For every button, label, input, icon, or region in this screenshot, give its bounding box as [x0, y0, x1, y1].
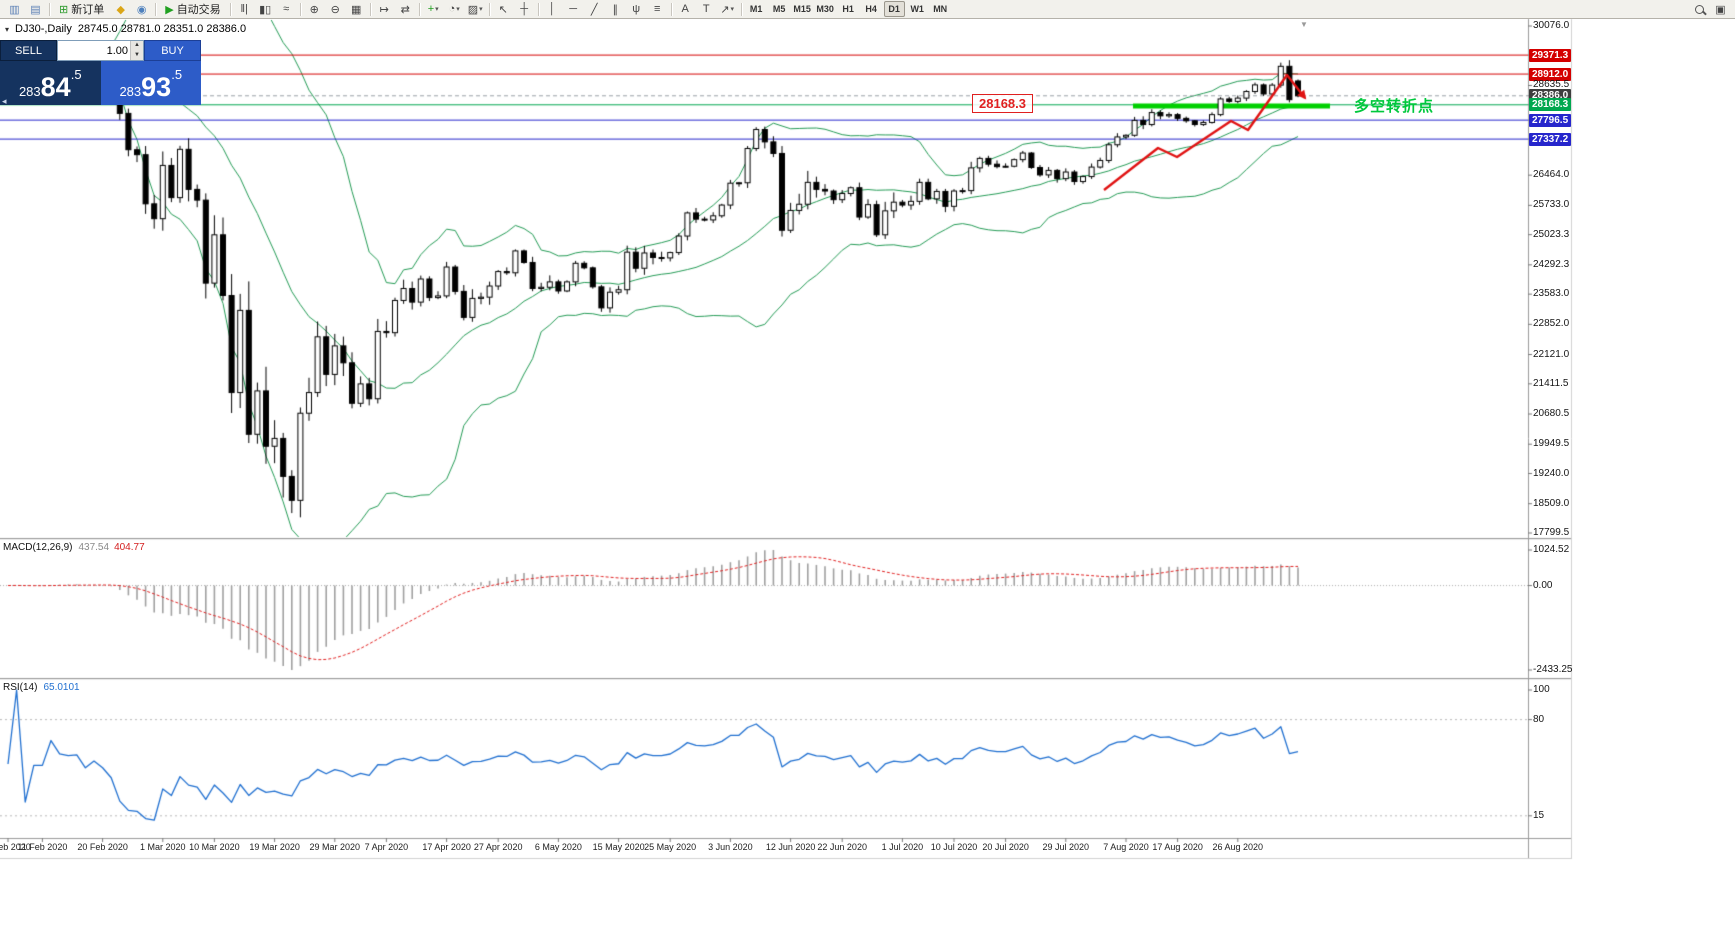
templates-button[interactable]: ▨ ▾	[467, 3, 483, 16]
cursor-icon[interactable]: ↖	[498, 3, 508, 16]
volume-input[interactable]	[58, 41, 130, 60]
indicators-button[interactable]: + ▾	[427, 3, 439, 15]
price-annotation[interactable]: 28168.3	[972, 94, 1033, 113]
trendline-icon[interactable]: ╱	[590, 3, 598, 16]
metaeditor-icon[interactable]: ◆	[116, 3, 125, 16]
volume-spinner: ▲ ▼	[130, 41, 143, 60]
toolbar-separator	[537, 2, 539, 16]
macd-signal-value: 404.77	[114, 542, 145, 553]
text-icon[interactable]: A	[681, 3, 689, 15]
timeframe-w1-button[interactable]: W1	[910, 4, 924, 14]
crosshair-icon[interactable]: ┼	[520, 3, 529, 15]
search-glyph	[1695, 4, 1704, 14]
ohlc-values: 28745.0 28781.0 28351.0 28386.0	[77, 23, 247, 35]
tile-windows-icon[interactable]: ▦	[350, 3, 362, 16]
timeframe-m30-button[interactable]: M30	[816, 4, 834, 14]
fibonacci-icon[interactable]: ≡	[653, 3, 661, 15]
chart-shift-marker: ▼	[1300, 20, 1308, 29]
arrows-icon-caret-icon: ▾	[730, 6, 735, 13]
timeframe-m5-button[interactable]: M5	[772, 4, 786, 14]
rsi-label: RSI(14) 65.0101	[3, 682, 80, 693]
toolbar-separator	[670, 2, 672, 16]
horizontal-line-icon[interactable]: ─	[569, 3, 578, 15]
symbol-period: DJ30-,Daily	[15, 23, 72, 35]
vertical-line-icon[interactable]: │	[548, 3, 556, 15]
price-axis[interactable]	[1528, 19, 1572, 858]
zoom-out-icon[interactable]: ⊖	[330, 3, 340, 16]
chart-windows-icon[interactable]: ▣	[1715, 3, 1726, 16]
auto-scroll-icon[interactable]: ↦	[379, 3, 389, 16]
toolbar-separator	[369, 2, 371, 16]
timeframe-m1-button[interactable]: M1	[749, 4, 763, 14]
pivot-label[interactable]: 多空转折点	[1354, 98, 1435, 115]
toolbar: ▥ ▤ ⊞ 新订单 ◆ ◉ ▶ 自动交易 ‖| ▮▯ ≈ ⊕ ⊖ ▦ ↦ ⇄ + ▾ ◔ ▾ ▨ ▾ ↖ ┼ │ ─ ╱ ∥ ψ ≡ A T ↗…	[0, 0, 1735, 19]
time-axis[interactable]	[0, 838, 1528, 858]
bar-chart-icon[interactable]: ‖|	[240, 3, 248, 15]
timeframe-h1-button[interactable]: H1	[842, 4, 854, 14]
buy-price-prefix: 283	[119, 84, 142, 99]
search-icon[interactable]	[1689, 1, 1710, 18]
macd-main-value: 437.54	[78, 542, 110, 553]
buy-button[interactable]: BUY	[144, 40, 201, 61]
macd-label: MACD(12,26,9) 437.54 404.77	[3, 542, 145, 553]
trade-panel-collapse-icon[interactable]: ◂	[2, 96, 7, 106]
indicators-button-caret-icon: ▾	[435, 6, 439, 13]
buy-price-frac: .5	[171, 67, 183, 82]
sell-button[interactable]: SELL	[0, 40, 57, 61]
sell-price[interactable]: 283 84 .5	[0, 61, 101, 105]
symbol-ohlc-line: ▾ DJ30-,Daily 28745.0 28781.0 28351.0 28…	[5, 23, 246, 35]
templates-button-caret-icon: ▾	[479, 6, 483, 13]
label-icon[interactable]: T	[702, 3, 710, 15]
toolbar-separator	[488, 2, 490, 16]
volume-box: ▲ ▼	[57, 40, 144, 61]
autotrading-button-label: 自动交易	[176, 4, 221, 16]
sell-price-prefix: 283	[18, 84, 41, 99]
profiles-icon[interactable]: ▤	[30, 3, 41, 16]
one-click-trading-panel: SELL ▲ ▼ BUY 283 84 .5 283 93 .5	[0, 40, 201, 105]
strategy-tester-icon[interactable]: ◉	[136, 3, 147, 16]
toolbar-separator	[299, 2, 301, 16]
candlestick-chart-icon[interactable]: ▮▯	[259, 3, 272, 16]
autotrading-button-icon: ▶	[165, 3, 174, 16]
arrows-icon[interactable]: ↗ ▾	[720, 3, 735, 16]
timeframe-d1-button[interactable]: D1	[883, 1, 905, 17]
zoom-in-icon[interactable]: ⊕	[309, 3, 319, 16]
toolbar-separator	[155, 2, 157, 16]
andrews-pitchfork-icon[interactable]: ψ	[632, 3, 641, 15]
periods-button[interactable]: ◔ ▾	[448, 3, 460, 15]
new-order-button-label: 新订单	[71, 4, 105, 16]
new-order-button-icon: ⊞	[59, 3, 69, 16]
buy-price-big: 93	[141, 72, 172, 102]
volume-down-button[interactable]: ▼	[131, 50, 143, 60]
buy-price[interactable]: 283 93 .5	[100, 61, 201, 105]
toolbar-separator	[229, 2, 231, 16]
volume-up-button[interactable]: ▲	[131, 41, 143, 51]
one-click-collapse-icon[interactable]: ▾	[5, 24, 10, 34]
new-order-button[interactable]: ⊞ 新订单	[53, 1, 110, 18]
sell-price-frac: .5	[70, 67, 82, 82]
rsi-value: 65.0101	[43, 682, 80, 693]
autotrading-button[interactable]: ▶ 自动交易	[159, 1, 226, 18]
timeframe-h4-button[interactable]: H4	[865, 4, 877, 14]
chart-shift-icon[interactable]: ⇄	[400, 3, 410, 16]
toolbar-separator	[740, 2, 742, 16]
new-chart-icon[interactable]: ▥	[9, 3, 20, 16]
toolbar-separator	[49, 2, 50, 16]
sell-price-big: 84	[40, 72, 71, 102]
line-chart-icon[interactable]: ≈	[283, 3, 290, 15]
timeframe-m15-button[interactable]: M15	[793, 4, 811, 14]
timeframe-mn-button[interactable]: MN	[933, 4, 948, 14]
periods-button-caret-icon: ▾	[456, 6, 460, 13]
toolbar-separator	[418, 2, 420, 16]
equidistant-channel-icon[interactable]: ∥	[612, 3, 618, 16]
rsi-name: RSI(14)	[3, 682, 38, 693]
macd-name: MACD(12,26,9)	[3, 542, 73, 553]
